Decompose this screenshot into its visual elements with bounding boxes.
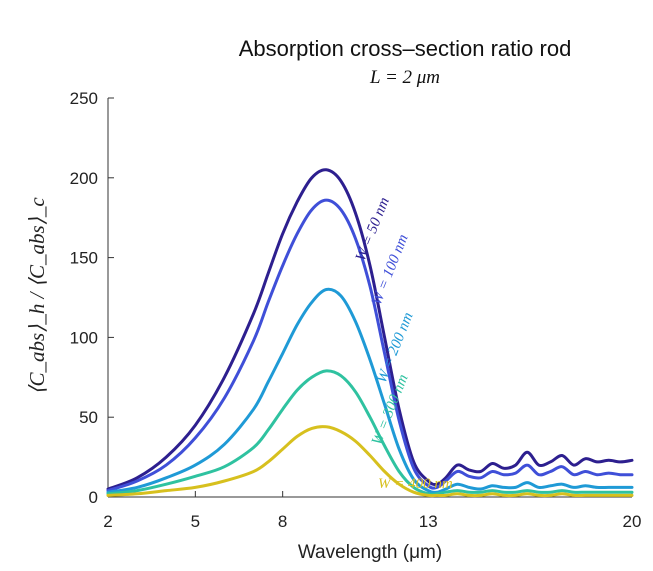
series-line-1 (106, 168, 634, 491)
y-tick-label: 250 (70, 89, 98, 108)
series-line-4 (106, 369, 634, 496)
x-tick-label: 5 (191, 512, 200, 531)
series-line-5 (106, 425, 634, 498)
chart-title: Absorption cross–section ratio rod (239, 36, 572, 61)
y-tick-label: 100 (70, 328, 98, 347)
series-label-5: W = 400 nm (378, 476, 453, 492)
series-label-1: W = 50 nm (353, 195, 393, 263)
y-tick-label: 50 (79, 408, 98, 427)
x-axis-label: Wavelength (μm) (298, 542, 442, 563)
series-group (106, 168, 634, 498)
x-tick-label: 13 (419, 512, 438, 531)
series-labels: W = 50 nmW = 100 nmW = 200 nmW = 300 nmW… (353, 195, 453, 492)
ticks: 0 50 100 150 200 250 2 5 8 13 20 (70, 89, 642, 531)
y-tick-label: 200 (70, 169, 98, 188)
y-axis-label: ⟨C_abs⟩_h / ⟨C_abs⟩_c (25, 197, 49, 395)
y-tick-label: 150 (70, 249, 98, 268)
y-tick-label: 0 (89, 488, 98, 507)
chart-subtitle: L = 2 μm (369, 67, 440, 88)
series-line-3 (106, 287, 634, 494)
x-tick-label: 8 (278, 512, 287, 531)
series-line-2 (106, 198, 634, 493)
x-tick-label: 20 (623, 512, 642, 531)
x-tick-label: 2 (103, 512, 112, 531)
